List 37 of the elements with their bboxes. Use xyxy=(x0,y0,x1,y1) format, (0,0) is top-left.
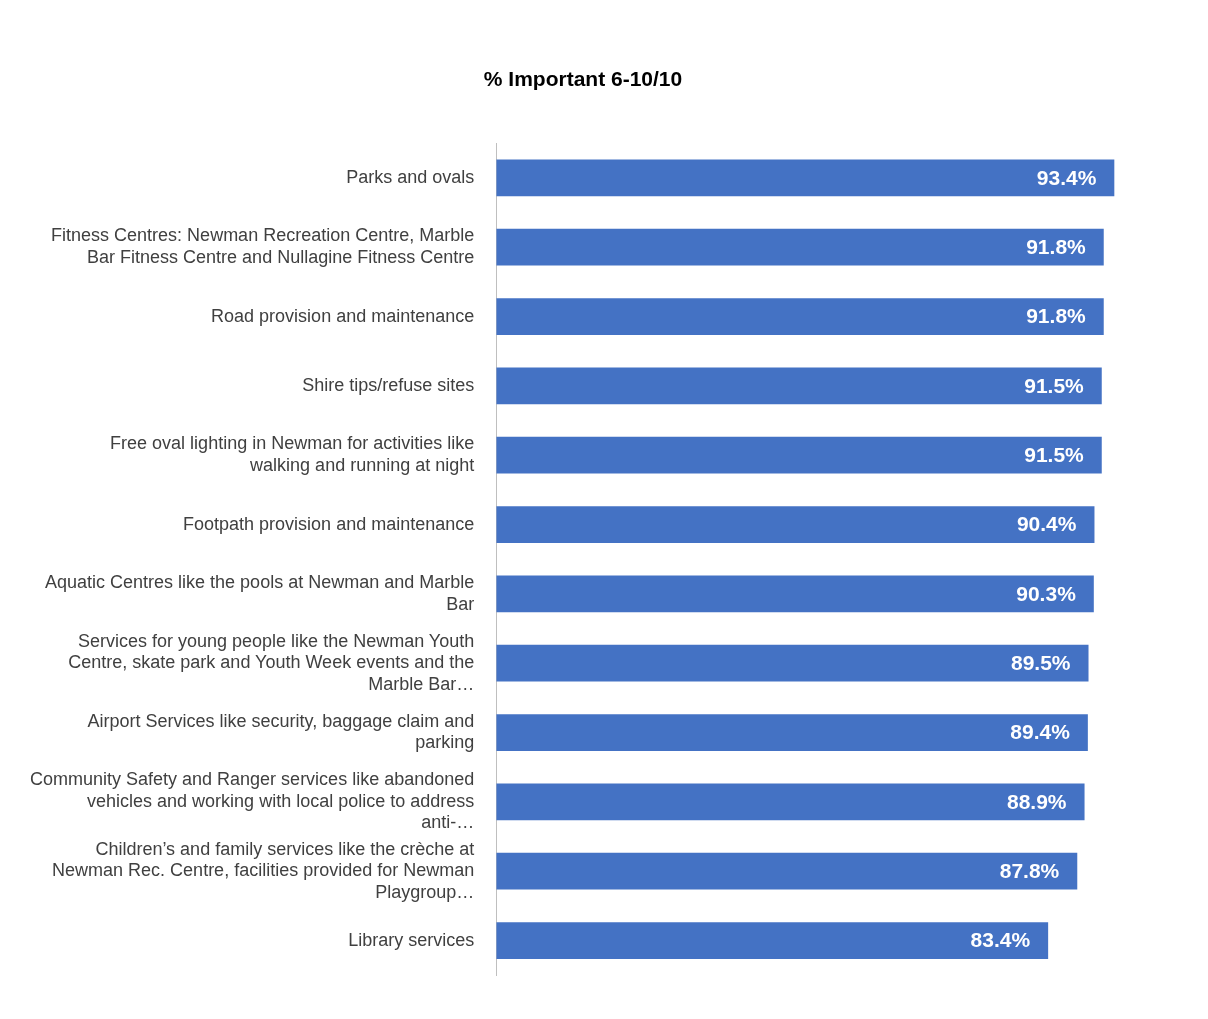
data-label: 83.4% xyxy=(970,928,1031,952)
data-label: 91.5% xyxy=(1024,443,1085,466)
bar xyxy=(496,852,1078,890)
y-tick-label: Footpath provision and maintenance xyxy=(183,513,475,534)
data-label: 91.8% xyxy=(1026,304,1087,328)
data-label: 91.5% xyxy=(1024,373,1085,397)
bar xyxy=(496,228,1104,266)
data-label: 93.4% xyxy=(1036,165,1097,189)
data-label: 88.9% xyxy=(1007,789,1067,813)
bar xyxy=(496,714,1088,751)
bar xyxy=(496,644,1089,682)
y-tick-label: Shire tips/refuse sites xyxy=(302,374,475,395)
bar xyxy=(496,159,1115,197)
y-tick-label: Parks and ovals xyxy=(346,166,475,187)
y-tick-label: Library services xyxy=(348,929,475,950)
bar xyxy=(496,367,1102,405)
bar xyxy=(496,506,1095,543)
y-tick-label: Community Safety and Ranger services like abandoned vehicles and working with local police to address anti-… xyxy=(29,769,475,833)
data-label: 89.4% xyxy=(1010,720,1071,744)
y-tick-label: Aquatic Centres like the pools at Newman and Marble Bar xyxy=(45,572,475,614)
bar xyxy=(496,922,1049,959)
data-label: 87.8% xyxy=(999,859,1060,882)
y-tick-label: Children’s and family services like the crèche at Newman Rec. Centre, facilities provided for Newman Playgroup… xyxy=(52,838,475,902)
bar xyxy=(496,436,1102,474)
data-label: 90.4% xyxy=(1016,512,1077,536)
chart-title: % Important 6-10/10 xyxy=(483,67,683,91)
bar xyxy=(496,298,1104,335)
y-tick-label: Fitness Centres: Newman Recreation Centre, Marble Bar Fitness Centre and Nullagine Fitness Centre xyxy=(51,225,475,267)
y-tick-label: Services for young people like the Newman Youth Centre, skate park and Youth Week events and the Marble Bar… xyxy=(68,630,475,694)
data-label: 91.8% xyxy=(1026,235,1087,258)
data-label: 90.3% xyxy=(1016,581,1077,605)
bar xyxy=(496,575,1094,613)
y-tick-label: Free oval lighting in Newman for activities like walking and running at night xyxy=(110,433,475,475)
bar xyxy=(496,783,1085,821)
y-tick-label: Road provision and maintenance xyxy=(211,305,475,326)
y-tick-label: Airport Services like security, baggage claim and parking xyxy=(87,710,475,753)
data-label: 89.5% xyxy=(1010,651,1071,674)
